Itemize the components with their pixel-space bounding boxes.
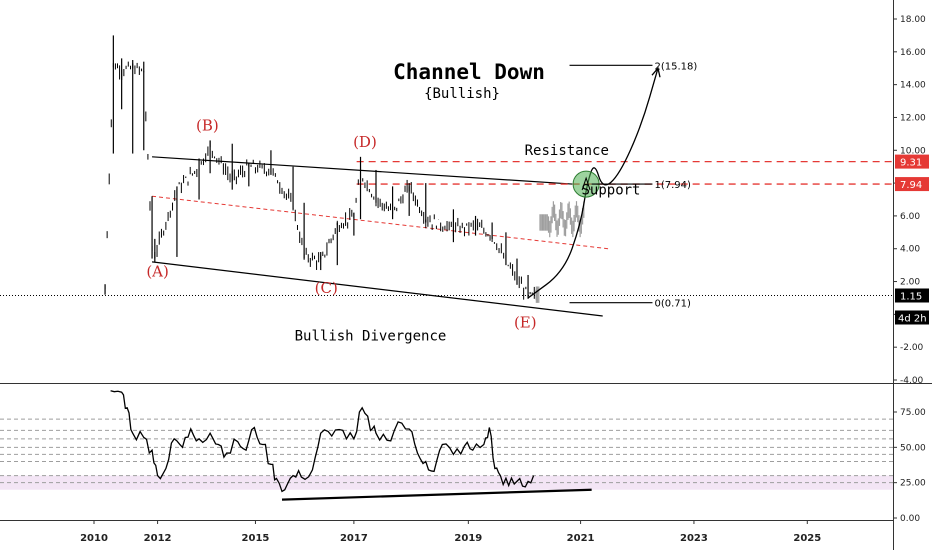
- countdown-label: 4d 2h: [898, 313, 927, 324]
- wave-label: (B): [196, 117, 219, 135]
- guides-layer: [0, 418, 893, 484]
- projection-arrow-head: [651, 66, 661, 78]
- xaxis-layer: 2010 2012 2015 2017 2019 2021 2023 2025: [80, 520, 821, 544]
- y-tick-label: 2.00: [900, 278, 920, 288]
- chart-subtitle: {Bullish}: [424, 86, 500, 102]
- drawings-layer: 2(15.18) 1(7.94) 0(0.71) (A) (B) (C) (D) (E) Res…: [146, 61, 697, 344]
- indicator-y-tick-label: 25.00: [900, 479, 926, 489]
- annotation-label: Bullish Divergence: [295, 329, 447, 345]
- indicator-y-tick-label: 75.00: [900, 408, 926, 418]
- y-tick-label: 6.00: [900, 212, 920, 222]
- divergence-line: [281, 488, 592, 501]
- price-label-box: [895, 177, 929, 192]
- wave-label: (E): [514, 313, 537, 331]
- y-tick-label: -2.00: [900, 343, 924, 353]
- x-tick-label: 2017: [340, 533, 368, 544]
- candles-layer: [104, 35, 585, 303]
- countdown-box: [895, 310, 929, 325]
- y-tick-label: -4.00: [900, 376, 924, 386]
- price-label-text: 1.15: [900, 291, 922, 302]
- channel-lower-line: [151, 261, 603, 317]
- indicator-line: [110, 390, 535, 493]
- y-tick-label: 12.00: [900, 113, 926, 123]
- fib-level-label: 0(0.71): [654, 299, 691, 310]
- y-tick-label: 4.00: [900, 245, 920, 255]
- price-label-text: 9.31: [900, 158, 922, 169]
- y-tick-label: 18.00: [900, 15, 926, 25]
- indicator-y-tick-label: 50.00: [900, 443, 926, 453]
- x-tick-label: 2025: [793, 533, 821, 544]
- y-tick-label: 14.00: [900, 81, 926, 91]
- indicator-y-tick-label: 0.00: [900, 514, 920, 524]
- indicator-band: [0, 475, 893, 490]
- indicator-layer: [110, 390, 592, 501]
- wave-label: (C): [315, 279, 338, 297]
- wave-label: (A): [146, 263, 169, 281]
- x-tick-label: 2012: [144, 533, 172, 544]
- annotation-label: Support: [581, 183, 640, 199]
- annotation-label: Resistance: [525, 143, 609, 159]
- channel-upper-line: [152, 156, 573, 185]
- yaxis-layer: 18.0016.0014.0012.0010.008.006.004.002.0…: [893, 15, 929, 524]
- price-label-box: [895, 154, 929, 169]
- wave-label: (D): [353, 133, 377, 151]
- projection-path: [527, 68, 659, 299]
- breakout-arrow: [581, 176, 591, 191]
- price-label-box: [895, 288, 929, 303]
- x-tick-label: 2015: [242, 533, 270, 544]
- fib-level-label: 1(7.94): [654, 180, 691, 191]
- fib-level-label: 2(15.18): [654, 61, 697, 72]
- y-tick-label: 10.00: [900, 146, 926, 156]
- x-tick-label: 2021: [567, 533, 595, 544]
- x-tick-label: 2023: [680, 533, 708, 544]
- indicator-band-layer: [0, 475, 893, 490]
- x-tick-label: 2010: [80, 533, 108, 544]
- y-tick-label: 16.00: [900, 48, 926, 58]
- chart-title: Channel Down: [393, 60, 545, 84]
- price-label-text: 7.94: [900, 180, 922, 191]
- x-tick-label: 2019: [454, 533, 482, 544]
